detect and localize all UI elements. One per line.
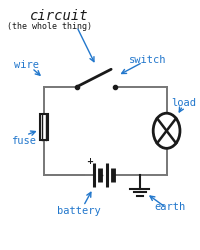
Text: switch: switch xyxy=(128,55,165,65)
Bar xyxy=(40,115,48,140)
Text: wire: wire xyxy=(14,60,39,70)
Circle shape xyxy=(152,114,179,149)
Text: circuit: circuit xyxy=(30,9,88,23)
Text: battery: battery xyxy=(56,205,100,215)
Text: fuse: fuse xyxy=(11,135,35,145)
Text: load: load xyxy=(170,98,195,108)
Text: (the whole thing): (the whole thing) xyxy=(7,22,92,31)
Text: +: + xyxy=(85,157,92,166)
Text: earth: earth xyxy=(154,201,185,211)
